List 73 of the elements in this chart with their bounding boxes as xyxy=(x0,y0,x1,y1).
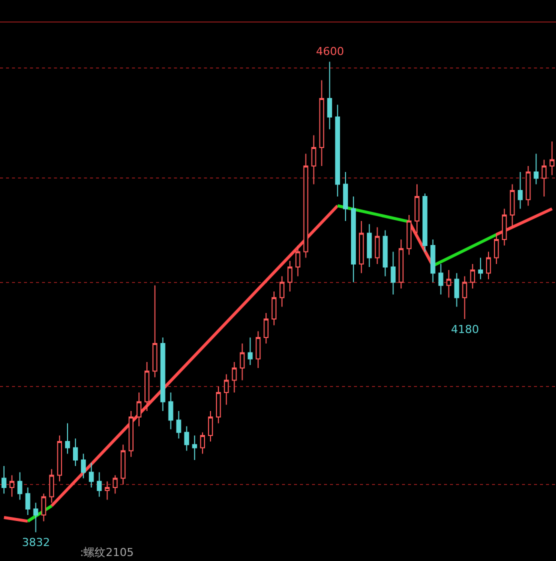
candlestick xyxy=(112,474,118,494)
candlestick xyxy=(41,493,46,522)
candlestick xyxy=(17,472,22,500)
candlestick xyxy=(272,291,276,326)
candlestick xyxy=(192,434,198,460)
candlestick xyxy=(446,270,452,298)
candlestick xyxy=(208,410,213,442)
candlestick xyxy=(366,224,372,268)
candlestick xyxy=(224,374,229,406)
candlestick xyxy=(9,474,14,498)
candlestick xyxy=(518,172,523,210)
candlestick xyxy=(358,220,364,274)
candlestick xyxy=(526,165,531,206)
candlestick xyxy=(470,263,476,289)
candlestick xyxy=(398,238,404,289)
candlestick xyxy=(343,172,348,222)
candlestick xyxy=(216,386,221,424)
candlestick xyxy=(430,238,436,283)
candlestick xyxy=(287,260,292,292)
candlestick xyxy=(374,226,380,264)
candlestick xyxy=(200,432,205,454)
candlestick xyxy=(49,468,54,504)
candlestick xyxy=(382,230,388,277)
annotation: 4600 xyxy=(316,45,344,58)
annotation: 3832 xyxy=(22,536,50,549)
candlestick xyxy=(295,245,300,277)
candlestick xyxy=(57,434,62,482)
candlestick xyxy=(152,284,158,378)
candlestick xyxy=(502,208,507,246)
candlestick xyxy=(128,410,134,458)
candlestick xyxy=(280,276,284,308)
candlestick xyxy=(25,487,30,516)
candlestick xyxy=(136,392,142,427)
candlestick xyxy=(390,251,396,296)
candlestick xyxy=(88,462,94,488)
candlestick xyxy=(311,134,316,185)
candlestick xyxy=(2,466,6,494)
candlestick xyxy=(160,336,166,412)
candlestick xyxy=(327,61,332,130)
candlestick xyxy=(168,392,174,430)
candlestick xyxy=(33,502,38,533)
candlestick xyxy=(65,422,70,454)
candlestick xyxy=(351,196,356,283)
candlestick xyxy=(240,343,245,381)
annotation: :螺纹2105 xyxy=(80,546,134,559)
candlestick xyxy=(120,444,126,485)
candlestick xyxy=(232,361,237,394)
candlestick xyxy=(319,80,324,166)
candlestick xyxy=(542,159,547,198)
candlestick xyxy=(406,214,412,256)
candlestick xyxy=(144,361,150,412)
candlestick xyxy=(96,472,102,498)
candlestick xyxy=(422,193,428,252)
candlestick xyxy=(486,251,491,280)
candlestick xyxy=(303,153,308,258)
candlestick xyxy=(454,272,460,308)
candlestick xyxy=(414,184,420,234)
candlestick xyxy=(478,257,483,280)
candlestick xyxy=(510,184,515,228)
candlestick xyxy=(462,276,468,320)
candlestick xyxy=(73,438,78,467)
candlestick xyxy=(534,153,539,185)
annotation: 4180 xyxy=(451,323,479,336)
candlestick xyxy=(184,426,190,452)
candlestick xyxy=(104,480,110,500)
candlestick xyxy=(335,104,340,198)
candlestick xyxy=(438,263,444,296)
candlestick xyxy=(256,330,261,369)
candlestick xyxy=(176,410,182,439)
candlestick xyxy=(248,336,253,366)
candlestick xyxy=(80,453,86,479)
candlestick xyxy=(494,232,499,264)
candlestick xyxy=(264,312,269,344)
